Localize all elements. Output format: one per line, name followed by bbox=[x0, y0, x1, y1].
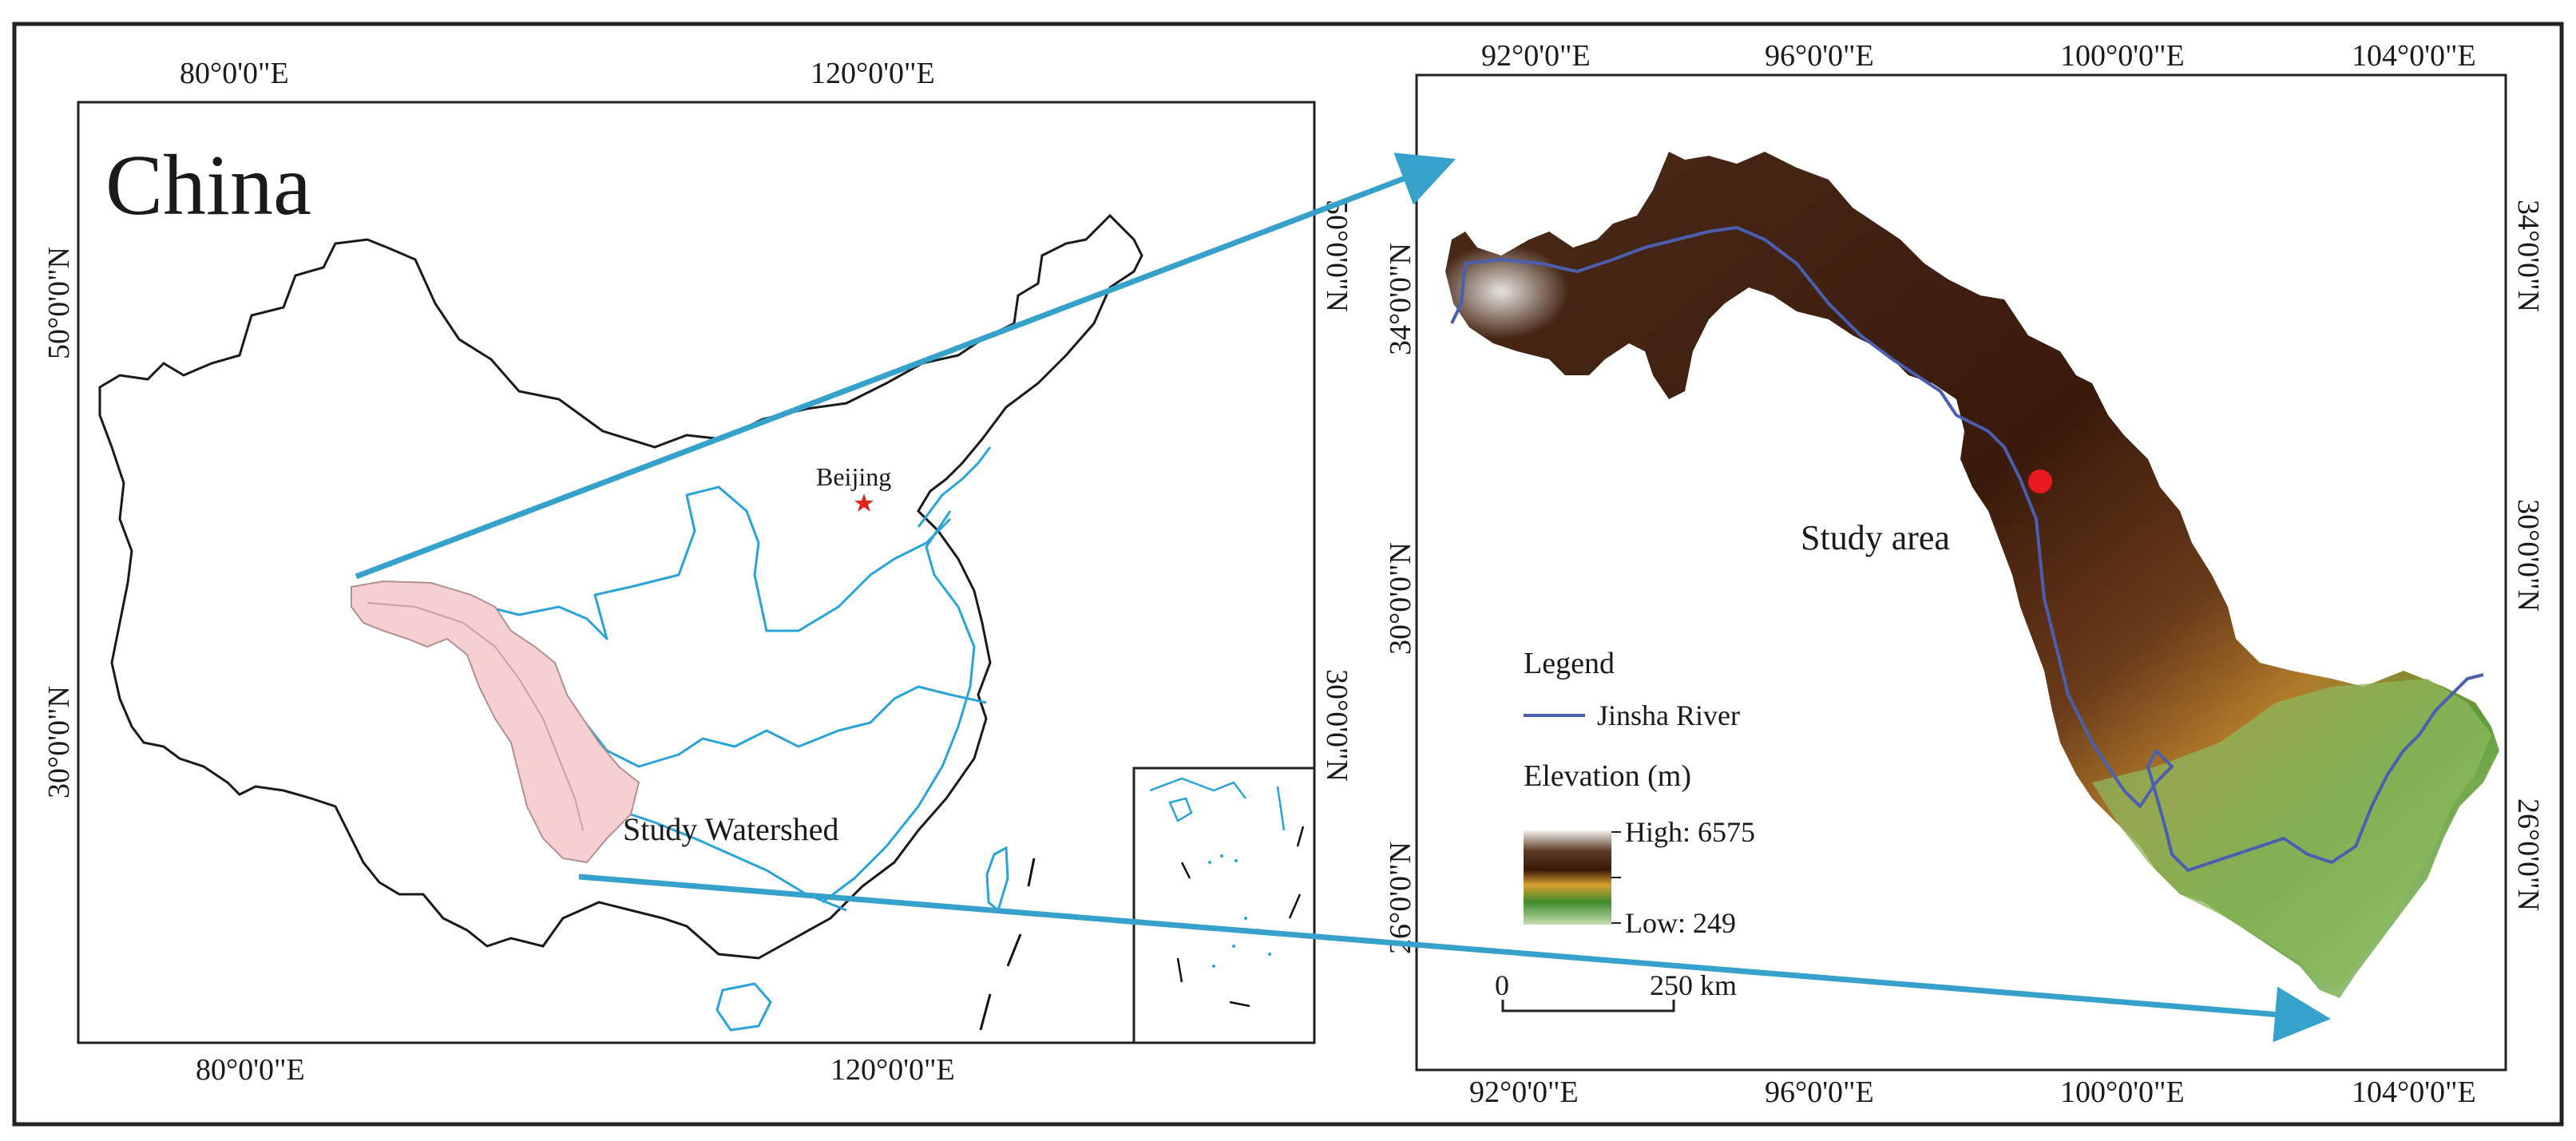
scale-end-label: 250 km bbox=[1650, 969, 1737, 1001]
china-rivers bbox=[486, 446, 992, 912]
jinsha-river-line bbox=[1450, 226, 2484, 872]
right-left-tick-26n: 26°0'0"N bbox=[1384, 842, 1417, 954]
study-area-dem-map: Study area 92°0'0"E 96°0'0"E 100°0'0"E 1… bbox=[1384, 39, 2545, 1109]
right-top-tick-92e: 92°0'0"E bbox=[1481, 39, 1591, 73]
beijing-star-icon bbox=[854, 493, 874, 512]
legend-river-label: Jinsha River bbox=[1597, 699, 1740, 731]
right-right-tick-26n: 26°0'0"N bbox=[2511, 798, 2545, 911]
right-right-tick-30n: 30°0'0"N bbox=[2511, 499, 2545, 612]
left-top-tick-120e: 120°0'0"E bbox=[810, 57, 935, 90]
china-overview-map: Beijing China Study Watershed 80°0'0"E 1… bbox=[42, 57, 1353, 1087]
boundary-dashes bbox=[979, 858, 1036, 1031]
right-bottom-tick-92e: 92°0'0"E bbox=[1469, 1076, 1579, 1109]
inset-dashes bbox=[1176, 826, 1305, 1008]
study-watershed-area bbox=[351, 580, 640, 864]
left-right-tick-50n: 50°0'0"N bbox=[1320, 200, 1353, 312]
right-bottom-tick-100e: 100°0'0"E bbox=[2060, 1076, 2185, 1109]
right-top-tick-96e: 96°0'0"E bbox=[1765, 39, 1874, 73]
left-right-tick-30n: 30°0'0"N bbox=[1320, 669, 1353, 782]
scale-bar-line bbox=[1501, 1000, 1675, 1012]
scale-start-label: 0 bbox=[1495, 969, 1509, 1001]
study-site-marker bbox=[2028, 469, 2052, 493]
figure-frame bbox=[12, 22, 2564, 1127]
map-legend: Legend Jinsha River Elevation (m) High: … bbox=[1524, 647, 1755, 939]
study-watershed-river bbox=[367, 602, 584, 831]
legend-elevation-title: Elevation (m) bbox=[1524, 759, 1691, 793]
left-top-tick-80e: 80°0'0"E bbox=[180, 57, 289, 90]
right-top-tick-100e: 100°0'0"E bbox=[2060, 39, 2185, 73]
left-bottom-tick-80e: 80°0'0"E bbox=[196, 1053, 305, 1087]
china-map-frame bbox=[77, 101, 1316, 1044]
study-area-label: Study area bbox=[1801, 518, 1950, 557]
left-left-tick-50n: 50°0'0"N bbox=[42, 247, 76, 359]
snow-cap-west bbox=[1433, 244, 1569, 339]
legend-low-label: Low: 249 bbox=[1625, 907, 1736, 939]
study-watershed-label: Study Watershed bbox=[623, 811, 838, 847]
connector-arrow-top bbox=[355, 153, 1456, 580]
legend-title: Legend bbox=[1524, 647, 1615, 680]
lowland-southeast bbox=[2092, 679, 2491, 990]
songhua-river bbox=[917, 446, 992, 528]
right-left-tick-34n: 34°0'0"N bbox=[1384, 243, 1417, 355]
scale-bar: 0 250 km bbox=[1495, 969, 1737, 1012]
right-left-tick-30n: 30°0'0"N bbox=[1384, 542, 1417, 655]
beijing-label: Beijing bbox=[816, 462, 891, 491]
connector-arrow-bottom bbox=[578, 874, 2331, 1043]
legend-high-label: High: 6575 bbox=[1625, 816, 1755, 848]
right-bottom-tick-104e: 104°0'0"E bbox=[2352, 1076, 2476, 1109]
right-top-tick-104e: 104°0'0"E bbox=[2352, 39, 2476, 73]
right-bottom-tick-96e: 96°0'0"E bbox=[1765, 1076, 1874, 1109]
elevation-color-ramp bbox=[1524, 830, 1611, 925]
yellow-river bbox=[486, 485, 952, 640]
left-left-tick-30n: 30°0'0"N bbox=[42, 686, 76, 798]
hainan-island bbox=[715, 982, 772, 1032]
inset-features bbox=[1149, 777, 1286, 831]
left-bottom-tick-120e: 120°0'0"E bbox=[830, 1053, 955, 1087]
china-title: China bbox=[105, 138, 311, 233]
coastline-east bbox=[822, 510, 976, 904]
south-china-sea-inset bbox=[1132, 767, 1316, 1044]
right-right-tick-34n: 34°0'0"N bbox=[2511, 200, 2545, 312]
connector-arrows bbox=[355, 153, 2331, 1043]
